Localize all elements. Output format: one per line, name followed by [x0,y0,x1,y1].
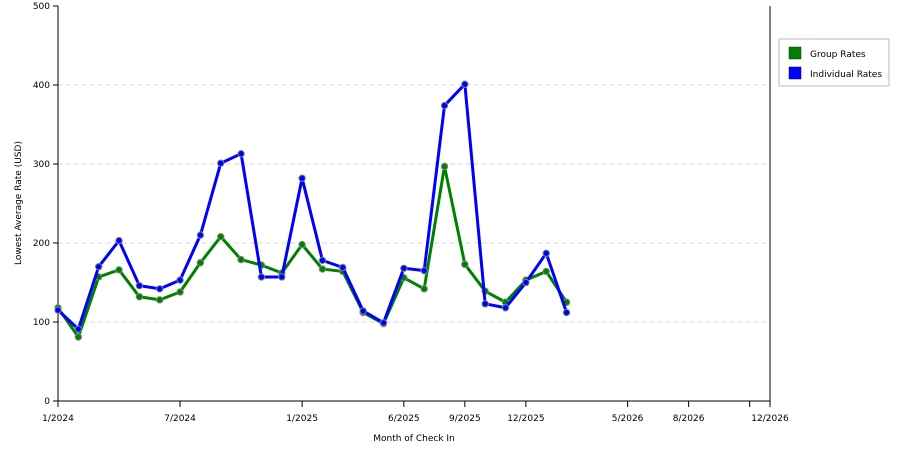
data-point-individual-rates[interactable] [501,304,510,312]
x-ticks: 1/2024 7/2024 1/2025 6/2025 9/2025 12/2025 5/2… [42,401,789,424]
data-point-group-rates[interactable] [420,285,428,293]
data-point-group-rates[interactable] [440,162,449,171]
series [54,80,571,341]
data-point-individual-rates[interactable] [74,325,83,333]
data-point-individual-rates[interactable] [156,285,164,293]
legend-swatch-individual-rates [788,66,802,80]
data-point-group-rates[interactable] [176,288,184,296]
data-point-group-rates[interactable] [115,266,123,274]
data-point-individual-rates[interactable] [237,150,245,158]
data-point-individual-rates[interactable] [461,80,469,88]
y-tick-label: 500 [33,2,50,12]
data-point-individual-rates[interactable] [440,101,449,110]
x-tick-label: 12/2025 [507,414,544,424]
data-point-group-rates[interactable] [298,240,306,249]
series-line-group-rates [56,164,569,339]
data-point-individual-rates[interactable] [115,236,123,245]
data-point-individual-rates[interactable] [420,266,428,275]
x-tick-label: 7/2024 [164,414,196,424]
data-point-individual-rates[interactable] [257,273,266,281]
y-tick-label: 300 [33,160,50,170]
y-tick-label: 400 [33,81,50,91]
data-point-individual-rates[interactable] [176,276,184,284]
x-tick-label: 6/2025 [388,414,420,424]
data-point-individual-rates[interactable] [339,263,347,272]
data-point-individual-rates[interactable] [135,281,144,290]
data-point-individual-rates[interactable] [278,273,286,281]
y-ticks: 0 100 200 300 400 500 [33,2,58,407]
legend-swatch-group-rates [788,46,802,60]
data-point-individual-rates[interactable] [562,308,571,317]
gridlines [58,84,770,323]
legend-label-group-rates: Group Rates [810,50,866,60]
data-point-individual-rates[interactable] [196,231,205,239]
data-point-individual-rates[interactable] [318,256,327,265]
data-point-group-rates[interactable] [217,232,225,241]
y-tick-label: 200 [33,239,50,249]
data-point-group-rates[interactable] [237,255,245,264]
x-tick-label: 1/2024 [42,414,74,424]
data-point-individual-rates[interactable] [54,306,62,314]
data-point-individual-rates[interactable] [217,159,225,167]
x-tick-label: 12/2026 [751,414,789,424]
data-point-individual-rates[interactable] [379,319,388,327]
data-point-group-rates[interactable] [318,265,327,273]
x-tick-label: 5/2026 [612,414,644,424]
data-point-individual-rates[interactable] [481,300,489,308]
y-tick-label: 100 [33,318,50,328]
x-tick-label: 1/2025 [286,414,318,424]
data-point-group-rates[interactable] [156,296,164,304]
x-tick-label: 9/2025 [449,414,481,424]
data-point-group-rates[interactable] [135,293,144,301]
axes [57,6,771,402]
data-point-individual-rates[interactable] [94,263,103,271]
legend-label-individual-rates: Individual Rates [810,70,882,80]
legend: Group Rates Individual Rates [778,38,890,87]
data-point-group-rates[interactable] [461,260,469,269]
data-point-group-rates[interactable] [74,333,83,341]
data-point-individual-rates[interactable] [542,249,550,257]
data-point-individual-rates[interactable] [400,264,408,272]
x-axis-title: Month of Check In [373,434,455,444]
data-point-group-rates[interactable] [196,259,205,267]
x-tick-label: 8/2026 [673,414,705,424]
data-point-group-rates[interactable] [542,267,550,276]
y-axis-title: Lowest Average Rate (USD) [14,141,24,265]
data-point-individual-rates[interactable] [522,278,530,287]
data-point-individual-rates[interactable] [359,307,367,315]
data-point-individual-rates[interactable] [298,174,306,182]
y-tick-label: 0 [44,397,50,407]
